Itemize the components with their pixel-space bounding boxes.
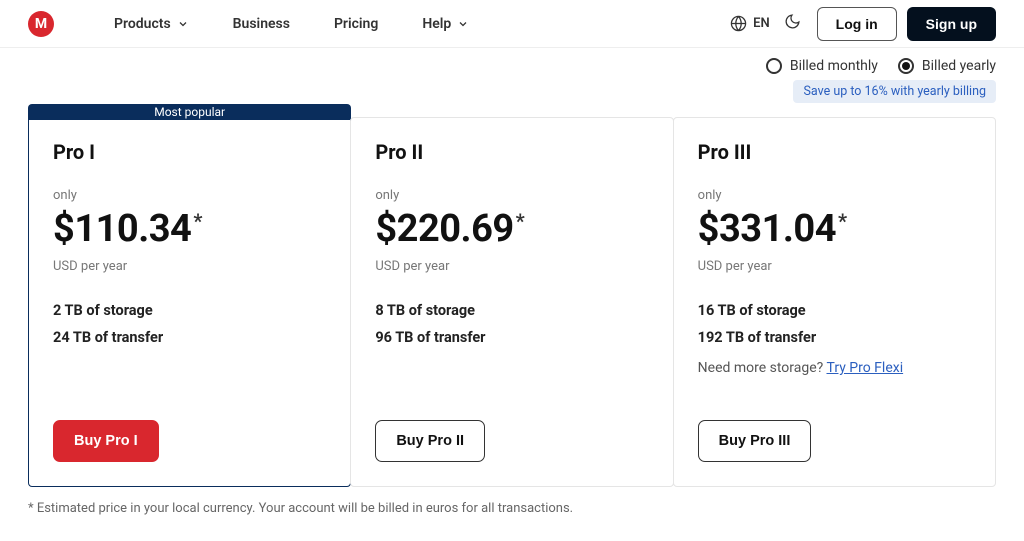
nav-products-label: Products <box>114 16 171 32</box>
plan-price: $220.69 <box>375 207 513 251</box>
nav-business[interactable]: Business <box>233 16 290 32</box>
nav-products[interactable]: Products <box>114 16 189 32</box>
billing-monthly-radio[interactable]: Billed monthly <box>766 58 878 74</box>
plan-card-pro-2: Pro II only $220.69 * USD per year 8 TB … <box>350 117 673 487</box>
plan-card-pro-1: Most popular Pro I only $110.34 * USD pe… <box>28 117 351 487</box>
price-footnote: * Estimated price in your local currency… <box>0 487 1024 530</box>
plan-storage: 8 TB of storage <box>375 302 648 319</box>
asterisk: * <box>193 209 202 233</box>
plan-storage: 2 TB of storage <box>53 302 326 319</box>
buy-pro-2-button[interactable]: Buy Pro II <box>375 420 485 462</box>
try-pro-flexi-link[interactable]: Try Pro Flexi <box>826 360 903 376</box>
nav-help[interactable]: Help <box>422 16 469 32</box>
plan-period: USD per year <box>698 259 971 274</box>
main-nav: Products Business Pricing Help <box>114 16 469 32</box>
buy-pro-1-button[interactable]: Buy Pro I <box>53 420 159 462</box>
plan-price-row: $331.04 * <box>698 207 971 251</box>
header: M Products Business Pricing Help EN Log … <box>0 0 1024 48</box>
plan-transfer: 192 TB of transfer <box>698 329 971 346</box>
billing-yearly-label: Billed yearly <box>922 58 996 74</box>
brand-initial: M <box>35 16 47 32</box>
plan-card-pro-3: Pro III only $331.04 * USD per year 16 T… <box>673 117 996 487</box>
chevron-down-icon <box>457 18 469 30</box>
globe-icon <box>730 15 747 32</box>
plan-only: only <box>375 188 648 203</box>
plan-more-storage: Need more storage? Try Pro Flexi <box>698 360 971 376</box>
most-popular-badge: Most popular <box>28 104 351 120</box>
plan-name: Pro III <box>698 140 971 164</box>
plan-price-row: $220.69 * <box>375 207 648 251</box>
save-pill: Save up to 16% with yearly billing <box>793 80 996 103</box>
plan-only: only <box>53 188 326 203</box>
plan-name: Pro II <box>375 140 648 164</box>
theme-toggle[interactable] <box>784 13 801 34</box>
billing-monthly-label: Billed monthly <box>790 58 878 74</box>
nav-business-label: Business <box>233 16 290 32</box>
chevron-down-icon <box>177 18 189 30</box>
billing-toggle: Billed monthly Billed yearly <box>0 48 1024 78</box>
asterisk: * <box>838 209 847 233</box>
plan-price-row: $110.34 * <box>53 207 326 251</box>
plan-storage: 16 TB of storage <box>698 302 971 319</box>
plan-period: USD per year <box>375 259 648 274</box>
login-button[interactable]: Log in <box>817 7 897 41</box>
radio-selected-icon <box>898 58 914 74</box>
billing-yearly-radio[interactable]: Billed yearly <box>898 58 996 74</box>
buy-pro-3-button[interactable]: Buy Pro III <box>698 420 812 462</box>
language-selector[interactable]: EN <box>730 15 770 32</box>
plans-grid: Most popular Pro I only $110.34 * USD pe… <box>0 117 1024 487</box>
plan-period: USD per year <box>53 259 326 274</box>
asterisk: * <box>516 209 525 233</box>
nav-help-label: Help <box>422 16 451 32</box>
nav-pricing[interactable]: Pricing <box>334 16 378 32</box>
plan-price: $110.34 <box>53 207 191 251</box>
moon-icon <box>784 13 801 30</box>
brand-logo[interactable]: M <box>28 11 54 37</box>
radio-icon <box>766 58 782 74</box>
plan-price: $331.04 <box>698 207 836 251</box>
plan-name: Pro I <box>53 140 326 164</box>
nav-pricing-label: Pricing <box>334 16 378 32</box>
plan-only: only <box>698 188 971 203</box>
signup-button[interactable]: Sign up <box>907 7 996 41</box>
language-label: EN <box>753 16 770 31</box>
plan-transfer: 96 TB of transfer <box>375 329 648 346</box>
plan-transfer: 24 TB of transfer <box>53 329 326 346</box>
